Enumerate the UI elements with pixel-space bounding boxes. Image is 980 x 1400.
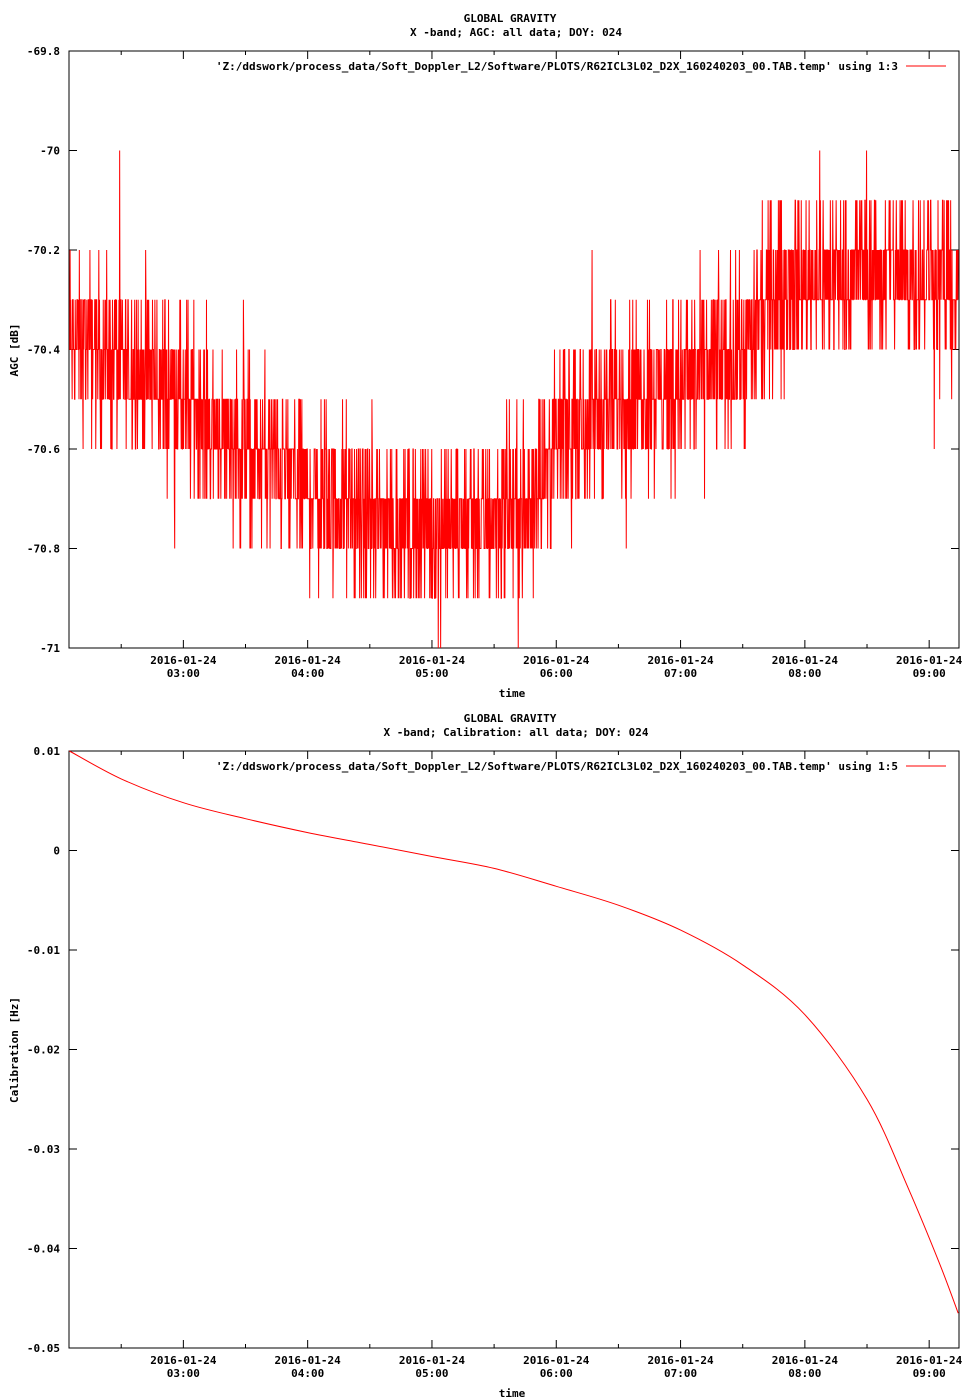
- y-tick-label: 0.01: [34, 745, 61, 758]
- x-tick-label-time: 05:00: [415, 667, 448, 680]
- chart1-title: GLOBAL GRAVITY: [464, 12, 557, 25]
- chart2-y-label: Calibration [Hz]: [8, 997, 21, 1103]
- x-tick-label-date: 2016-01-24: [647, 654, 714, 667]
- agc-chart: GLOBAL GRAVITY X -band; AGC: all data; D…: [8, 12, 963, 700]
- x-tick-label-time: 03:00: [167, 1367, 200, 1380]
- x-tick-label-time: 09:00: [913, 1367, 946, 1380]
- chart2-series-calibration: [69, 750, 959, 1314]
- chart2-subtitle: X -band; Calibration: all data; DOY: 024: [384, 726, 649, 739]
- x-tick-label-time: 08:00: [788, 1367, 821, 1380]
- y-tick-label: -0.04: [27, 1243, 60, 1256]
- chart1-series-agc: [69, 150, 959, 649]
- y-tick-label: -70: [40, 145, 60, 158]
- x-tick-label-time: 03:00: [167, 667, 200, 680]
- x-tick-label-date: 2016-01-24: [150, 654, 217, 667]
- x-tick-label-date: 2016-01-24: [896, 654, 963, 667]
- x-tick-label-date: 2016-01-24: [275, 654, 342, 667]
- y-tick-label: -0.03: [27, 1143, 60, 1156]
- chart1-x-label: time: [499, 687, 526, 700]
- x-tick-label-date: 2016-01-24: [523, 1354, 590, 1367]
- chart1-y-label: AGC [dB]: [8, 324, 21, 377]
- y-tick-label: -0.02: [27, 1044, 60, 1057]
- chart2-y-axis: -0.05 -0.04 -0.03 -0.02 -0.01 0 0.01: [27, 745, 959, 1355]
- chart2-plot-border: [68, 750, 960, 1349]
- y-tick-label: -70.6: [27, 443, 60, 456]
- calibration-chart: GLOBAL GRAVITY X -band; Calibration: all…: [8, 712, 963, 1400]
- y-tick-label: -70.8: [27, 543, 60, 556]
- x-tick-label-time: 07:00: [664, 1367, 697, 1380]
- x-tick-label-time: 06:00: [540, 667, 573, 680]
- chart2-x-axis: 2016-01-2403:002016-01-2404:002016-01-24…: [120, 751, 963, 1380]
- chart1-x-axis: 2016-01-2403:002016-01-2404:002016-01-24…: [120, 51, 963, 680]
- y-tick-label: -0.05: [27, 1342, 60, 1355]
- y-tick-label: -69.8: [27, 45, 60, 58]
- y-tick-label: -70.2: [27, 244, 60, 257]
- x-tick-label-time: 09:00: [913, 667, 946, 680]
- x-tick-label-date: 2016-01-24: [399, 1354, 466, 1367]
- x-tick-label-date: 2016-01-24: [772, 654, 839, 667]
- x-tick-label-time: 05:00: [415, 1367, 448, 1380]
- x-tick-label-time: 06:00: [540, 1367, 573, 1380]
- chart1-legend-label: 'Z:/ddswork/process_data/Soft_Doppler_L2…: [216, 60, 898, 73]
- x-tick-label-date: 2016-01-24: [772, 1354, 839, 1367]
- chart2-legend-label: 'Z:/ddswork/process_data/Soft_Doppler_L2…: [216, 760, 898, 773]
- y-tick-label: -71: [40, 642, 60, 655]
- chart1-subtitle: X -band; AGC: all data; DOY: 024: [410, 26, 622, 39]
- y-tick-label: -0.01: [27, 944, 60, 957]
- y-tick-label: 0: [53, 845, 60, 858]
- x-tick-label-time: 04:00: [291, 1367, 324, 1380]
- x-tick-label-time: 08:00: [788, 667, 821, 680]
- x-tick-label-date: 2016-01-24: [523, 654, 590, 667]
- chart2-title: GLOBAL GRAVITY: [464, 712, 557, 725]
- x-tick-label-date: 2016-01-24: [647, 1354, 714, 1367]
- x-tick-label-date: 2016-01-24: [896, 1354, 963, 1367]
- calibration-line: [69, 750, 959, 1314]
- x-tick-label-time: 04:00: [291, 667, 324, 680]
- agc-line: [69, 150, 959, 649]
- y-tick-label: -70.4: [27, 344, 60, 357]
- x-tick-label-date: 2016-01-24: [399, 654, 466, 667]
- chart2-x-label: time: [499, 1387, 526, 1400]
- chart1-plot-border: [68, 50, 960, 649]
- x-tick-label-date: 2016-01-24: [275, 1354, 342, 1367]
- x-tick-label-date: 2016-01-24: [150, 1354, 217, 1367]
- x-tick-label-time: 07:00: [664, 667, 697, 680]
